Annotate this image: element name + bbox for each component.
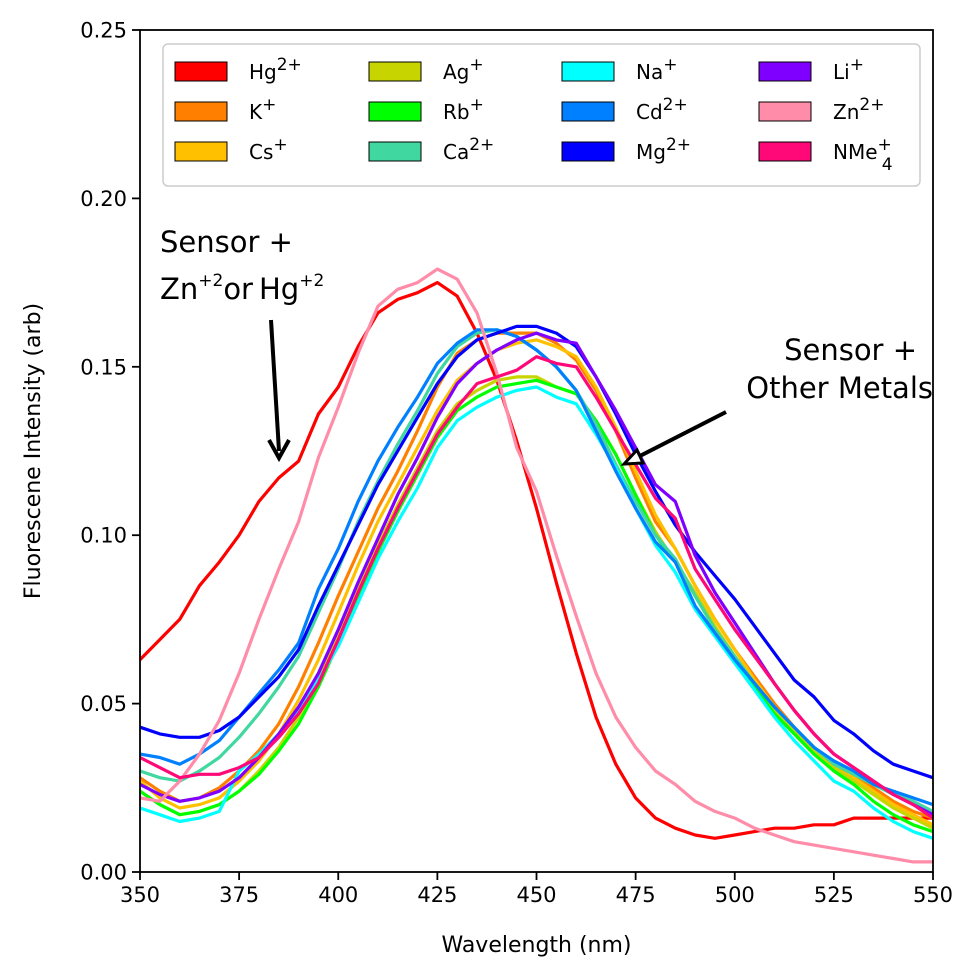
series-line-mg bbox=[139, 324, 934, 780]
legend-label: Li+ bbox=[833, 55, 864, 84]
legend-label: Ca2+ bbox=[443, 135, 494, 164]
legend-swatch bbox=[758, 101, 812, 122]
annotation-zn-hg: Sensor + Zn+2or Hg+2 bbox=[160, 225, 324, 463]
annotation-other-arrow bbox=[631, 410, 727, 462]
legend-item-zn: Zn2+ bbox=[758, 95, 884, 124]
y-tick-label: 0.00 bbox=[80, 861, 127, 885]
series-line-zn bbox=[139, 267, 933, 864]
legend-label: Cs+ bbox=[249, 135, 288, 164]
legend-label: NMe+ 4 bbox=[833, 135, 893, 175]
x-tick-label: 525 bbox=[814, 883, 854, 907]
legend-swatch bbox=[174, 61, 228, 82]
annotation-zn-hg-arrowhead bbox=[267, 439, 291, 463]
legend-label: Rb+ bbox=[443, 95, 484, 124]
legend-label: Zn2+ bbox=[833, 95, 884, 124]
legend-item-k: K+ bbox=[174, 95, 276, 124]
annotation-zn-hg-line2: Zn+2or Hg+2 bbox=[160, 271, 324, 306]
x-tick-label: 400 bbox=[318, 883, 358, 907]
series-line-cd bbox=[139, 328, 934, 807]
annotation-other-arrowhead bbox=[620, 447, 646, 466]
legend-swatch bbox=[368, 141, 422, 162]
legend-label: Hg2+ bbox=[249, 55, 302, 84]
legend-swatch bbox=[561, 141, 615, 162]
series-line-nme bbox=[139, 355, 934, 820]
annotation-other-line2: Other Metals bbox=[746, 371, 933, 405]
y-tick-label: 0.15 bbox=[80, 355, 127, 379]
y-tick-label: 0.25 bbox=[80, 19, 127, 43]
y-axis-title: Fluorescene Intensity (arb) bbox=[21, 303, 46, 599]
legend-swatch bbox=[758, 61, 812, 82]
legend-item-na: Na+ bbox=[561, 55, 677, 84]
legend-item-cs: Cs+ bbox=[174, 135, 288, 164]
legend-label: Ag+ bbox=[443, 55, 484, 84]
axes-layer: 350 375 400 425 450 475 500 525 550 0.00 0.05 0.10 0… bbox=[80, 19, 953, 908]
legend-item-rb: Rb+ bbox=[368, 95, 484, 124]
y-tick-label: 0.20 bbox=[80, 187, 127, 211]
x-tick-label: 425 bbox=[417, 883, 457, 907]
series-line-rb bbox=[139, 378, 934, 834]
x-axis-title: Wavelength (nm) bbox=[441, 933, 631, 958]
legend-item-cd: Cd2+ bbox=[561, 95, 688, 124]
legend-item-ca: Ca2+ bbox=[368, 135, 494, 164]
legend-item-mg: Mg2+ bbox=[561, 135, 691, 164]
x-tick-label: 375 bbox=[219, 883, 259, 907]
legend-label: Mg2+ bbox=[636, 135, 691, 164]
legend-item-ag: Ag+ bbox=[368, 55, 484, 84]
legend-label: Cd2+ bbox=[636, 95, 688, 124]
legend-swatch bbox=[174, 141, 228, 162]
annotation-other: Sensor + Other Metals bbox=[620, 333, 933, 466]
legend-swatch bbox=[368, 101, 422, 122]
legend-label: K+ bbox=[249, 95, 276, 124]
legend: Hg2+ K+ Cs+ Ag+ Rb+ Ca2+ Na+ Cd2+ Mg2+ Li+ Zn2+ NMe… bbox=[162, 43, 921, 187]
legend-item-li: Li+ bbox=[758, 55, 864, 84]
legend-swatch bbox=[561, 101, 615, 122]
x-tick-label: 475 bbox=[616, 883, 656, 907]
legend-swatch bbox=[174, 101, 228, 122]
legend-swatch bbox=[758, 141, 812, 162]
legend-swatch bbox=[368, 61, 422, 82]
annotation-zn-hg-arrow bbox=[269, 319, 281, 452]
x-tick-label: 500 bbox=[715, 883, 755, 907]
series-line-hg bbox=[138, 281, 933, 840]
y-tick-label: 0.10 bbox=[80, 524, 127, 548]
x-tick-label: 450 bbox=[516, 883, 556, 907]
legend-frame bbox=[162, 43, 921, 187]
series-line-ag bbox=[139, 375, 934, 830]
x-tick-label: 550 bbox=[913, 883, 953, 907]
x-tick-label: 350 bbox=[120, 883, 160, 907]
legend-swatch bbox=[561, 61, 615, 82]
legend-label: Na+ bbox=[636, 55, 677, 84]
annotation-zn-hg-line1: Sensor + bbox=[160, 225, 293, 259]
y-tick-label: 0.05 bbox=[80, 692, 127, 716]
series-layer bbox=[138, 267, 934, 864]
annotation-other-line1: Sensor + bbox=[784, 333, 917, 367]
legend-item-hg: Hg2+ bbox=[174, 55, 302, 84]
legend-item-nme: NMe+ 4 bbox=[758, 135, 893, 175]
